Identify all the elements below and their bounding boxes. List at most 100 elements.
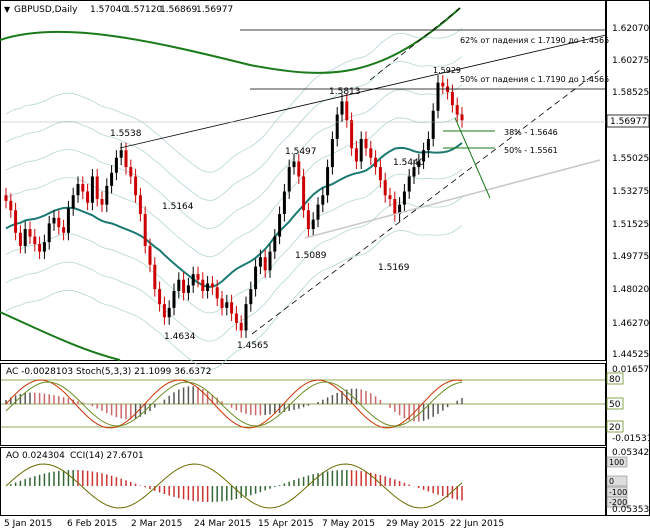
envelope-band [5, 84, 463, 229]
current-price-box [606, 114, 650, 128]
envelope-band [5, 168, 463, 314]
envelope-band [5, 28, 463, 173]
candle-body [62, 227, 66, 233]
chart-open: 1.57040 [90, 5, 127, 15]
trend-line [119, 34, 607, 149]
fib-label: 50% от падения с 1.7190 до 1.4565 [460, 75, 609, 84]
annotation-label: 1.5538 [110, 129, 142, 139]
candle-body [105, 185, 109, 205]
candle-body [249, 289, 253, 305]
candle-body [177, 279, 181, 291]
candle-body [450, 92, 454, 106]
ac-tick: 20 [609, 423, 621, 433]
candle-body [306, 210, 310, 230]
candle-body [81, 183, 85, 192]
candle-body [90, 176, 94, 203]
candle-body [162, 304, 166, 318]
candle-body [455, 105, 459, 115]
projection-arrow [454, 117, 491, 199]
time-tick: 2 Mar 2015 [131, 519, 182, 529]
candle-body [407, 176, 411, 192]
candle-body [138, 195, 142, 215]
ao-tick: -100 [609, 488, 627, 497]
annotation-label: 1.5813 [329, 87, 361, 97]
ac-level-box [606, 372, 624, 385]
candle-body [364, 138, 368, 149]
header-dropdown-icon[interactable]: ▼ [4, 5, 11, 14]
candle-body [220, 298, 224, 308]
ac-tick: 0.016575 [612, 365, 650, 375]
price-tick: 1.49775 [612, 252, 649, 262]
annotation-label: 1.4565 [237, 341, 269, 351]
candle-body [23, 229, 27, 246]
ac-level-box [606, 420, 624, 433]
price-tick: 1.48020 [612, 285, 649, 295]
cci-line [5, 463, 463, 509]
candle-body [167, 307, 171, 318]
candle-body [402, 191, 406, 205]
candle-body [378, 167, 382, 181]
fib-label: 62% от падения с 1.7190 до 1.4565 [460, 36, 609, 45]
upper-band-line [0, 7, 461, 74]
ao-tick: 0.053539 [612, 505, 650, 515]
candle-body [18, 232, 22, 246]
moving-average-line [5, 142, 463, 288]
candle-body [153, 264, 157, 290]
candle-body [316, 204, 320, 220]
candle-body [383, 180, 387, 196]
candle-body [335, 114, 339, 139]
candle-body [66, 208, 70, 233]
ao-scale: 0.053422 100 0 -100 -200 0.053539 [606, 448, 650, 515]
candle-body [426, 138, 430, 151]
candle-body [292, 161, 296, 168]
candle-body [100, 199, 104, 205]
ac-tick: 50 [609, 400, 621, 410]
annotation-label: 1.4634 [164, 332, 196, 342]
stoch-main-line [5, 379, 463, 429]
candle-body [340, 101, 344, 115]
candle-body [196, 274, 200, 280]
candle-body [215, 287, 219, 299]
candle-body [4, 195, 8, 201]
price-tick: 1.58525 [612, 88, 649, 98]
candle-body [273, 236, 277, 252]
candle-body [210, 283, 214, 288]
candle-body [354, 148, 358, 162]
candle-body [350, 120, 354, 149]
envelope-band [5, 197, 463, 342]
candle-body [388, 195, 392, 200]
candle-body [359, 138, 363, 162]
candle-body [158, 289, 162, 305]
chart-symbol: GBPUSD,Daily [14, 5, 78, 15]
chart-high: 1.57120 [125, 5, 162, 15]
candle-body [234, 313, 238, 323]
candle-body [263, 257, 267, 271]
ac-tick: 80 [609, 375, 621, 385]
candle-body [393, 199, 397, 215]
candle-body [76, 183, 80, 196]
ao-tick: 0 [609, 477, 614, 486]
candle-body [182, 279, 186, 293]
candle-body [110, 172, 114, 186]
lower-band-line [0, 311, 121, 361]
candle-body [268, 251, 272, 271]
candle-body [460, 114, 464, 121]
ac-level-box [606, 397, 624, 410]
ac-tick: -0.01531 [612, 434, 650, 444]
candle-body [287, 167, 291, 192]
ao-level-box [606, 456, 628, 468]
candle-body [143, 214, 147, 246]
annotation-label: 1.5497 [285, 147, 317, 157]
fib-label: 50% - 1.5561 [504, 146, 558, 155]
time-tick: 7 May 2015 [322, 519, 375, 529]
stoch-signal-line [5, 381, 463, 427]
candle-body [412, 167, 416, 177]
envelope-band [5, 112, 463, 257]
price-tick: 1.44525 [612, 350, 649, 360]
envelope-band [5, 225, 463, 370]
ao-tick: 0.053422 [612, 448, 650, 458]
main-plot-layer [0, 7, 607, 370]
time-tick: 5 Jan 2015 [4, 519, 52, 529]
candle-body [114, 157, 118, 173]
